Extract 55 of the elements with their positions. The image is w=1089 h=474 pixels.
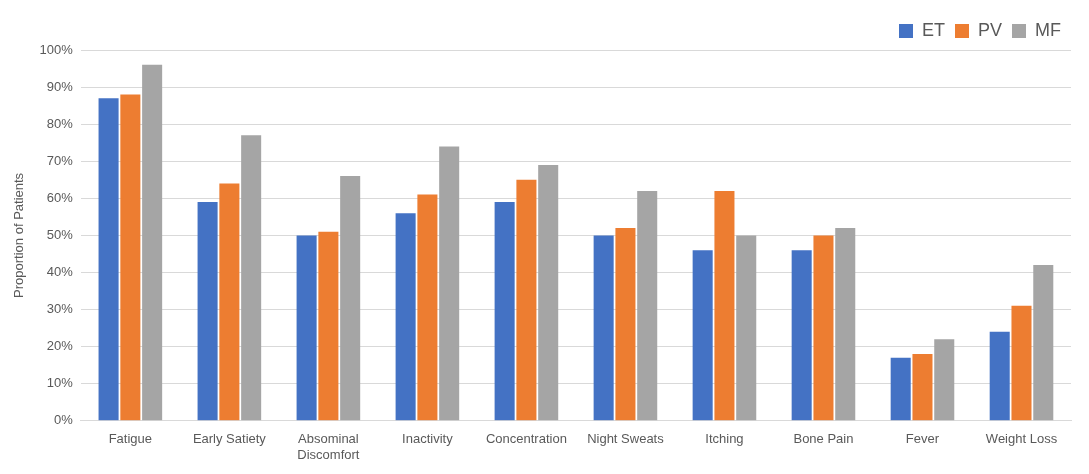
y-axis-title: Proportion of Patients bbox=[11, 172, 27, 298]
bar bbox=[516, 179, 537, 421]
bar bbox=[142, 64, 163, 421]
bar bbox=[989, 331, 1010, 421]
y-tick-label: 100% bbox=[39, 41, 74, 57]
bar bbox=[494, 202, 515, 421]
legend-label: PV bbox=[978, 19, 1003, 40]
x-tick-label: Concentration bbox=[485, 431, 567, 447]
bar bbox=[736, 235, 757, 421]
bar bbox=[241, 135, 262, 421]
bar bbox=[340, 176, 361, 421]
y-tick-label: 60% bbox=[46, 189, 74, 205]
y-tick-label: 80% bbox=[46, 115, 74, 131]
y-tick-label: 90% bbox=[46, 78, 74, 94]
y-tick-label: 70% bbox=[46, 152, 74, 168]
bar bbox=[417, 194, 438, 421]
x-tick-label: Bone Pain bbox=[793, 431, 854, 447]
y-tick-label: 40% bbox=[46, 264, 74, 280]
bar bbox=[538, 164, 559, 421]
bar bbox=[1011, 305, 1032, 421]
x-tick-label: Early Satiety bbox=[192, 431, 267, 447]
x-tick-label: Itching bbox=[705, 431, 744, 447]
y-tick-label: 30% bbox=[46, 301, 74, 317]
bar bbox=[835, 227, 856, 421]
bar bbox=[296, 235, 317, 421]
bar bbox=[637, 190, 658, 421]
bar bbox=[714, 190, 735, 421]
bar bbox=[120, 94, 141, 421]
bar bbox=[197, 202, 218, 421]
legend-label: MF bbox=[1035, 19, 1062, 40]
bar bbox=[791, 250, 812, 421]
bar bbox=[98, 98, 119, 421]
bar bbox=[615, 227, 636, 421]
bar bbox=[1033, 265, 1054, 421]
x-tick-label: Night Sweats bbox=[587, 431, 665, 447]
bar bbox=[318, 231, 339, 421]
x-tick-label: Absominal Discomfort bbox=[297, 431, 360, 462]
y-tick-label: 10% bbox=[46, 375, 74, 391]
y-tick-label: 20% bbox=[46, 338, 74, 354]
legend-label: ET bbox=[922, 19, 946, 40]
bar bbox=[395, 213, 416, 421]
x-tick-label: Inactivity bbox=[402, 431, 454, 447]
y-tick-label: 50% bbox=[46, 226, 74, 242]
x-tick-label: Fever bbox=[905, 431, 940, 447]
bar bbox=[439, 146, 460, 421]
x-tick-label: Fatigue bbox=[108, 431, 153, 447]
bar bbox=[912, 354, 933, 421]
bar bbox=[593, 235, 614, 421]
bar bbox=[934, 339, 955, 421]
x-tick-label: Weight Loss bbox=[985, 431, 1058, 447]
bar bbox=[813, 235, 834, 421]
y-tick-label: 0% bbox=[54, 412, 74, 428]
bar bbox=[890, 357, 911, 421]
bar bbox=[692, 250, 713, 421]
bar bbox=[219, 183, 240, 421]
